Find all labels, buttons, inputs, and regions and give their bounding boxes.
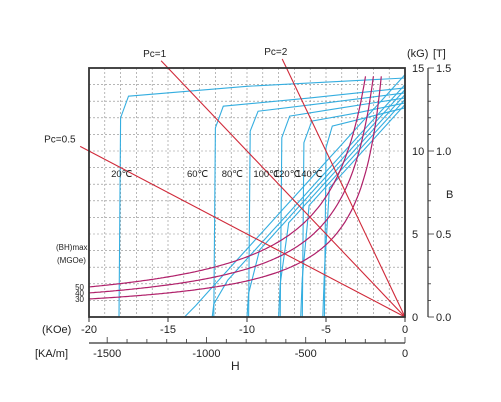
x-tick-label-kam: -1500 xyxy=(93,348,121,360)
normal-curve xyxy=(211,84,406,318)
load-line-label: Pc=0.5 xyxy=(44,134,76,145)
x-tick-label-kam: 0 xyxy=(402,348,408,360)
intrinsic-curve xyxy=(248,92,406,318)
x-unit-kam: [KA/m] xyxy=(35,348,68,360)
x-tick-label-koe: -10 xyxy=(239,324,255,336)
x-tick-label-koe: -5 xyxy=(321,324,331,336)
y-tick-label-kg: 0 xyxy=(412,312,418,324)
temperature-label: 20℃ xyxy=(111,169,133,180)
bhmax-curve xyxy=(89,76,382,300)
x-tick-label-koe: 0 xyxy=(402,324,408,336)
normal-curve xyxy=(278,94,406,318)
y-axis-label: B xyxy=(446,189,453,201)
y-tick-label-kg: 5 xyxy=(412,229,418,241)
intrinsic-curve xyxy=(118,77,406,318)
y-tick-label-t: 0.5 xyxy=(436,229,451,241)
normal-curve xyxy=(322,104,406,318)
temperature-label: 120℃ xyxy=(274,169,301,180)
y-tick-label-t: 1.5 xyxy=(436,63,451,75)
normal-curve xyxy=(246,89,406,318)
bhmax-curve-label: 50 xyxy=(75,283,84,292)
y-unit-t: [T] xyxy=(433,48,446,60)
intrinsic-curves xyxy=(118,77,406,318)
bhmax-label: (BH)max xyxy=(56,243,88,252)
load-line-label: Pc=1 xyxy=(143,49,167,60)
y-unit-kg: (kG) xyxy=(407,48,428,60)
intrinsic-curve xyxy=(279,97,406,318)
load-line-label: Pc=2 xyxy=(264,47,288,58)
load-line xyxy=(160,60,406,318)
bhmax-curve xyxy=(88,76,374,294)
normal-curve xyxy=(300,99,406,318)
intrinsic-curve xyxy=(213,87,406,318)
axes: -20 -15 -10 -5 0 -1500 -1000 -500 0 15 10 5 0 1.5 1.0 0… xyxy=(81,63,451,360)
temperature-label: 80℃ xyxy=(222,169,244,180)
load-line xyxy=(281,58,406,318)
bhmax-curve xyxy=(88,76,367,288)
x-tick-label-koe: -15 xyxy=(160,324,176,336)
x-unit-koe: (KOe) xyxy=(42,324,71,336)
temperature-label: 100℃ xyxy=(253,169,280,180)
x-tick-label-koe: -20 xyxy=(81,324,97,336)
bhmax-curve-label: 30 xyxy=(75,295,84,304)
bhmax-curve-label: 40 xyxy=(75,289,84,298)
load-line xyxy=(79,145,406,318)
y-tick-label-t: 1.0 xyxy=(436,146,451,158)
x-tick-label-kam: -1000 xyxy=(192,348,220,360)
temperature-label: 140℃ xyxy=(296,169,323,180)
intrinsic-curve xyxy=(323,107,406,318)
y-tick-label-t: 0.0 xyxy=(436,312,451,324)
x-axis-label: H xyxy=(231,359,240,373)
temperature-label: 60℃ xyxy=(187,169,209,180)
bhmax-unit: (MGOe) xyxy=(57,256,86,265)
y-tick-label-kg: 10 xyxy=(412,146,424,158)
x-tick-label-kam: -500 xyxy=(295,348,317,360)
y-tick-label-kg: 15 xyxy=(412,63,424,75)
